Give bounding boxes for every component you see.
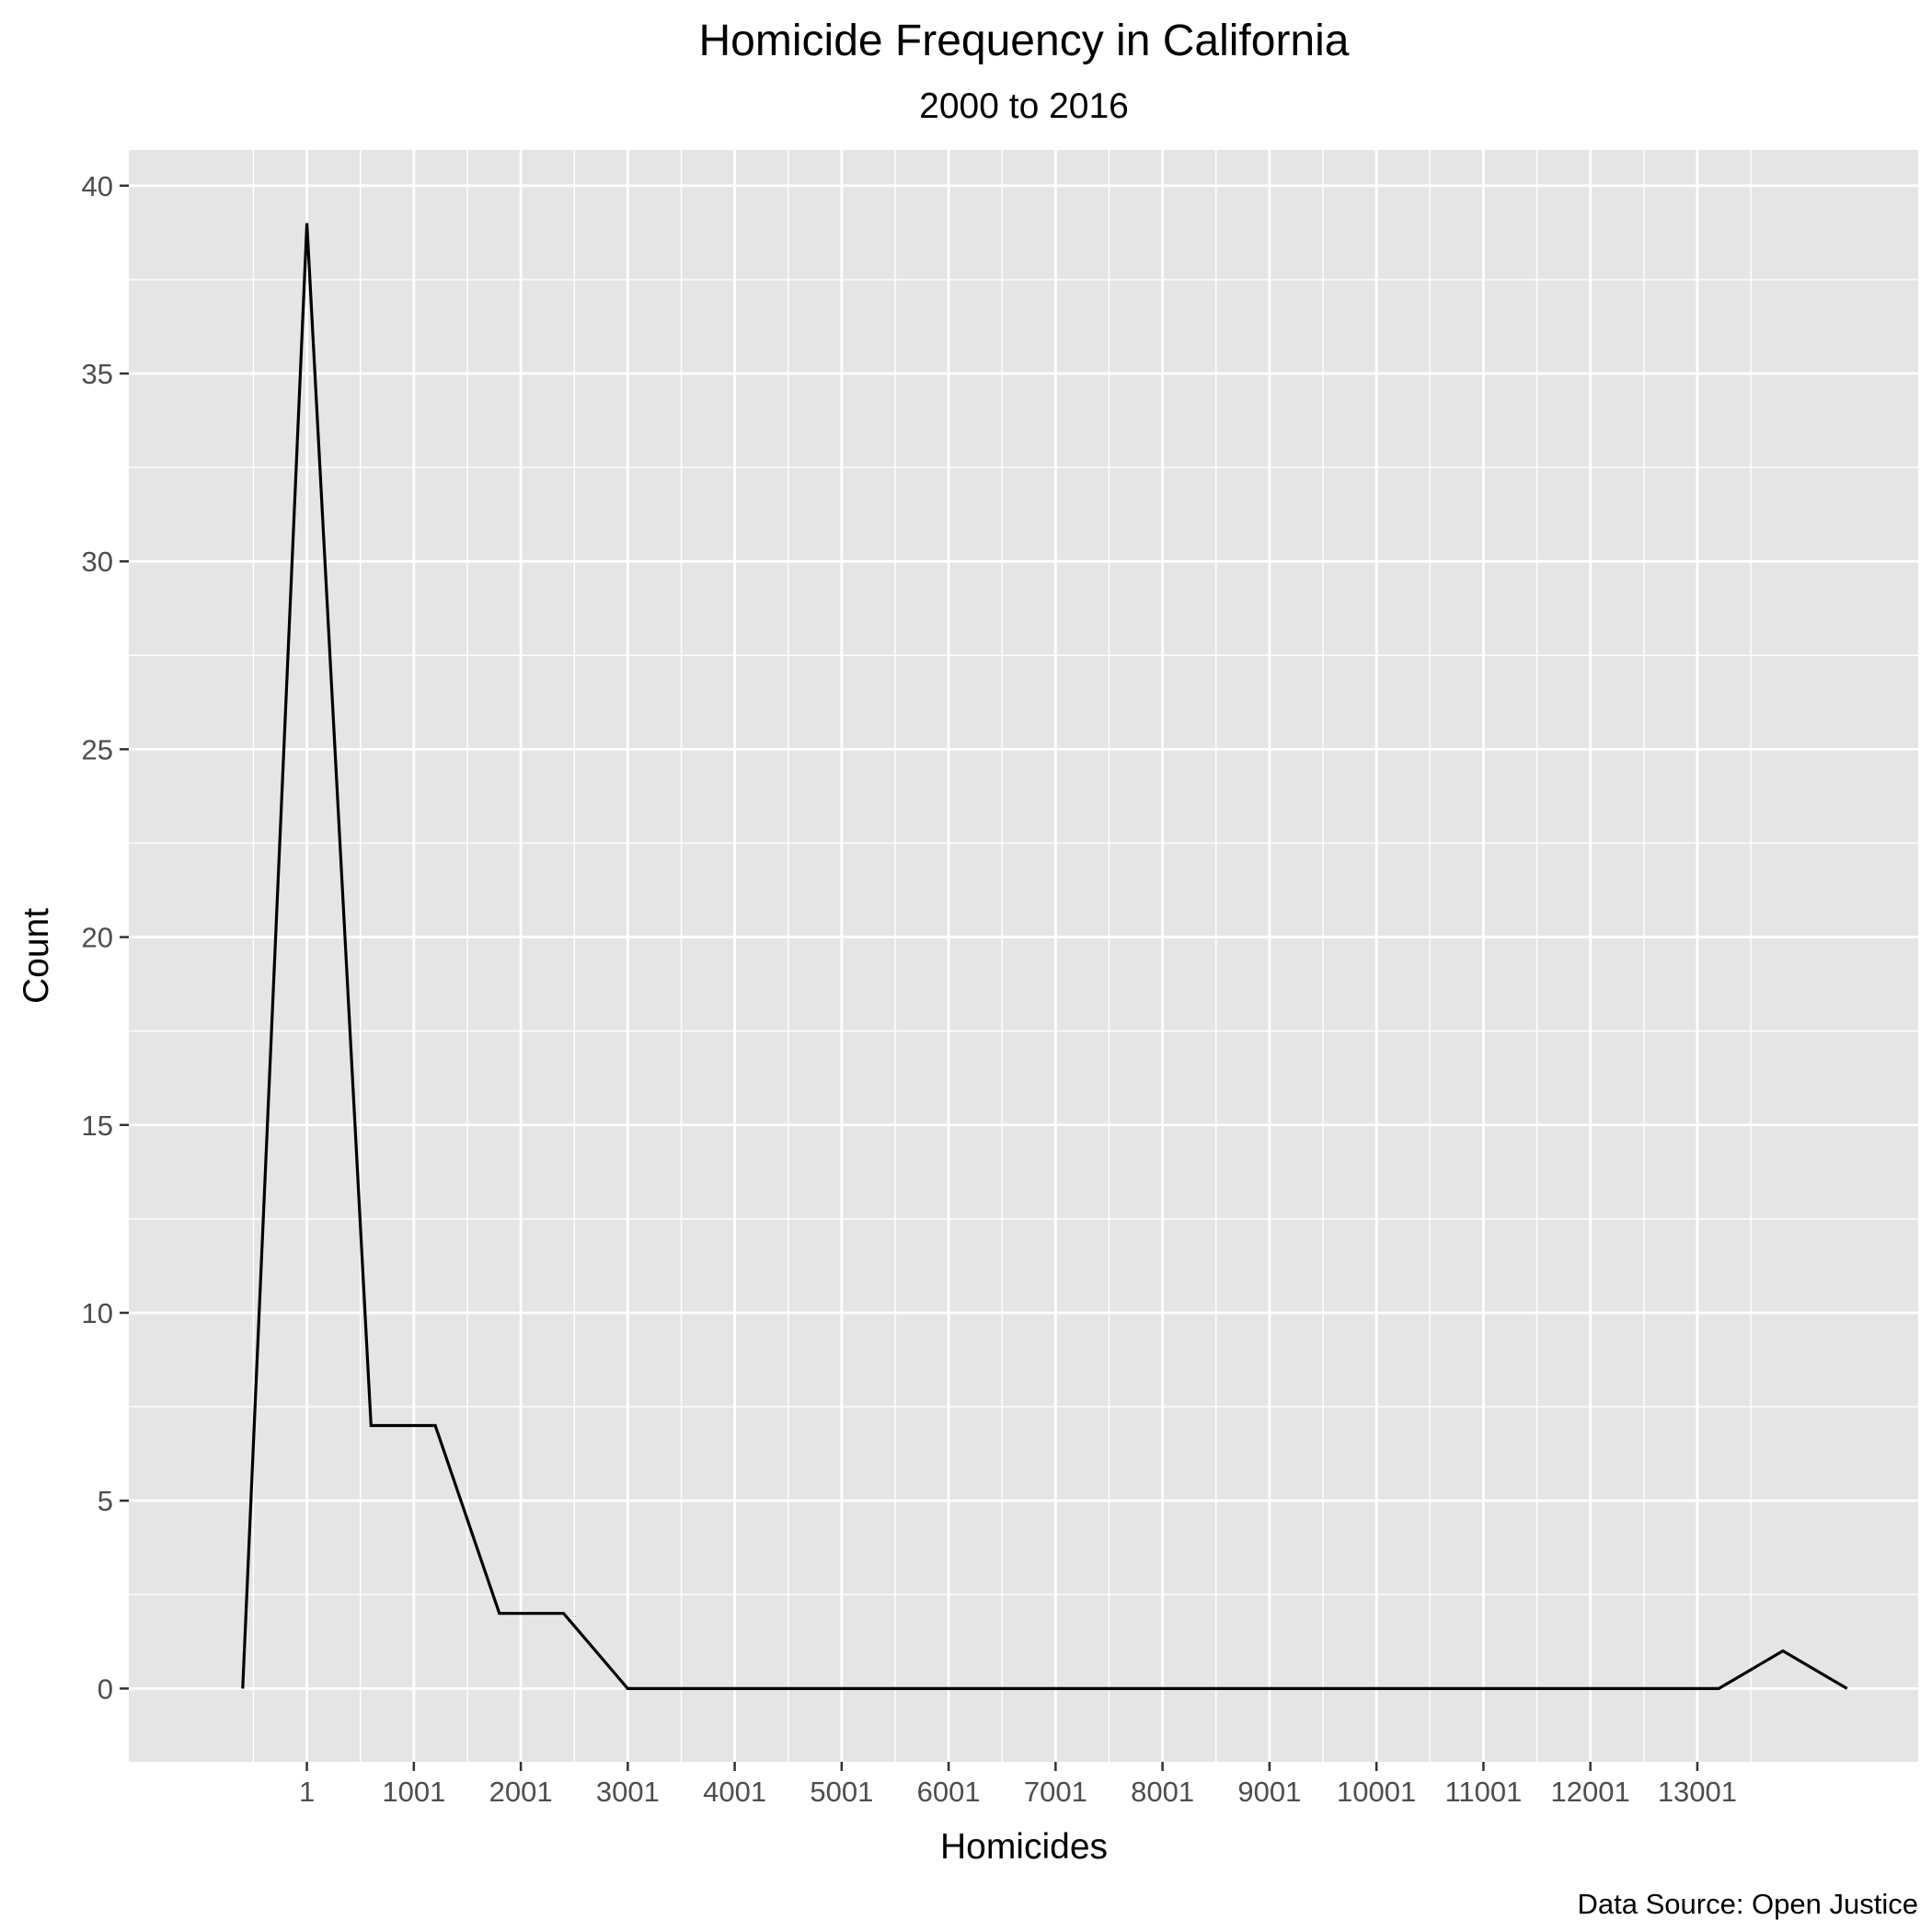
x-tick-label: 6001 [917, 1776, 981, 1808]
y-tick-label: 40 [82, 170, 113, 202]
x-tick-label: 11001 [1444, 1776, 1522, 1808]
x-tick-label: 13001 [1658, 1776, 1737, 1808]
y-tick-label: 20 [82, 922, 113, 954]
y-tick-label: 35 [82, 358, 113, 390]
x-tick-label: 10001 [1337, 1776, 1416, 1808]
y-tick-label: 0 [98, 1673, 113, 1705]
x-tick-label: 12001 [1551, 1776, 1630, 1808]
y-tick-label: 30 [82, 546, 113, 578]
y-tick-label: 5 [98, 1485, 113, 1517]
x-tick-label: 1 [299, 1776, 315, 1808]
y-axis-label: Count [17, 908, 56, 1004]
x-tick-label: 9001 [1237, 1776, 1301, 1808]
grid-minor [129, 150, 1918, 1762]
x-tick-label: 1001 [382, 1776, 445, 1808]
series-line [241, 223, 1848, 1691]
chart-subtitle: 2000 to 2016 [919, 86, 1129, 126]
y-axis: 0 5 10 15 20 25 30 35 40 [82, 170, 129, 1705]
series-layer [241, 223, 1848, 1691]
x-tick-label: 5001 [810, 1776, 873, 1808]
x-axis: 1 1001 2001 3001 4001 5001 6001 7001 8001 9001 100… [299, 1762, 1737, 1808]
caption: Data Source: Open Justice [1578, 1888, 1918, 1920]
x-tick-label: 2001 [489, 1776, 553, 1808]
chart-title: Homicide Frequency in California [699, 17, 1350, 65]
x-tick-label: 3001 [596, 1776, 660, 1808]
x-tick-label: 8001 [1131, 1776, 1194, 1808]
y-tick-label: 15 [82, 1110, 113, 1142]
x-tick-label: 4001 [703, 1776, 766, 1808]
y-tick-label: 10 [82, 1297, 113, 1329]
y-tick-label: 25 [82, 733, 113, 765]
x-tick-label: 7001 [1024, 1776, 1087, 1808]
plot-panel [129, 150, 1918, 1762]
x-axis-label: Homicides [940, 1827, 1108, 1867]
